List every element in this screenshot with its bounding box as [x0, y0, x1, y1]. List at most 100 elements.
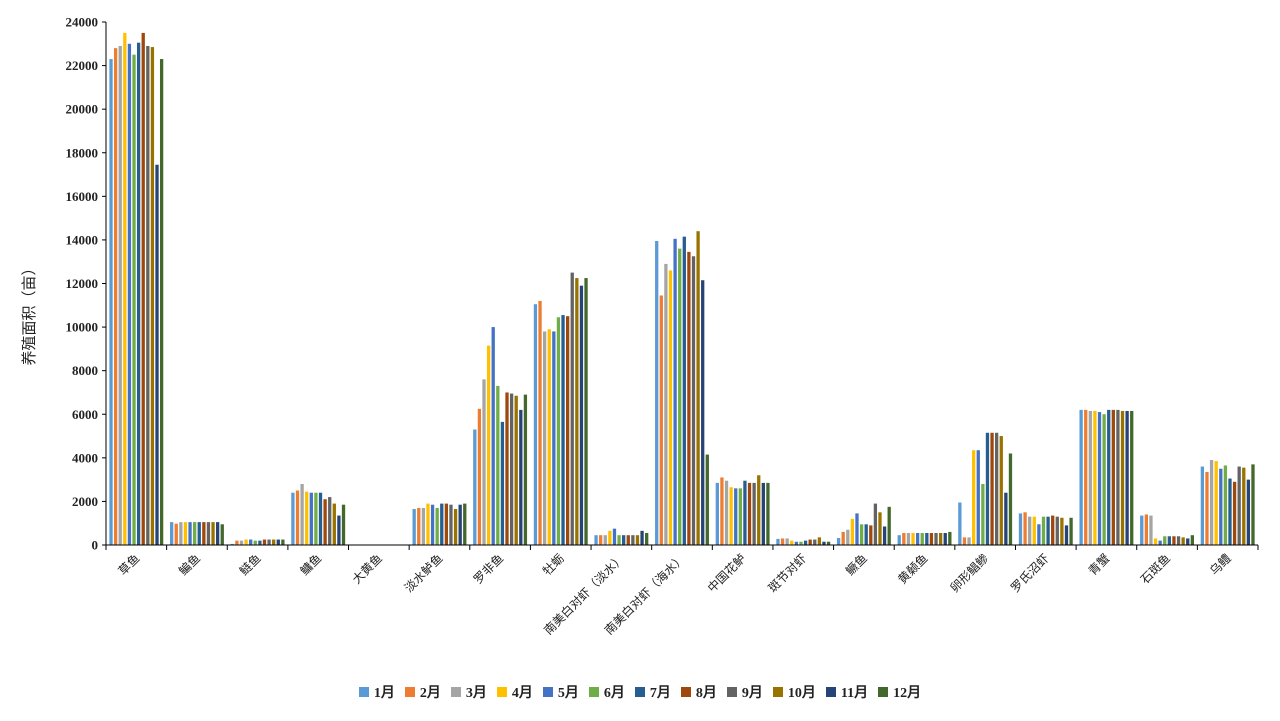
bar: [1018, 513, 1023, 545]
bar: [1097, 412, 1102, 545]
legend-label: 3月: [465, 686, 487, 701]
bar: [188, 522, 192, 545]
bar: [458, 504, 462, 545]
bar: [295, 490, 300, 545]
y-axis-label: 养殖面积（亩）: [20, 260, 38, 365]
bar: [873, 503, 878, 545]
legend-item: 9月: [726, 682, 763, 702]
bar: [594, 535, 598, 545]
bar: [1069, 517, 1073, 545]
bar: [1023, 512, 1027, 545]
bar: [999, 436, 1003, 545]
bar: [1032, 516, 1036, 545]
y-tick-label: 16000: [66, 189, 99, 204]
bar: [948, 531, 952, 545]
legend-swatch: [726, 687, 737, 697]
bar: [990, 432, 994, 545]
legend-item: 2月: [404, 682, 441, 702]
bar: [743, 480, 747, 545]
bar: [668, 270, 673, 545]
bar: [332, 503, 336, 545]
bar: [430, 504, 435, 545]
bar: [720, 477, 724, 545]
bar: [482, 379, 486, 545]
bar: [799, 541, 803, 545]
y-axis: 0 2000 4000 6000 8000 10000 12000 14000 16000 180…: [66, 15, 107, 553]
bar: [995, 432, 999, 545]
bar: [757, 475, 761, 545]
bar: [696, 231, 700, 545]
bar: [855, 513, 859, 545]
legend-swatch: [825, 687, 836, 697]
bar: [664, 263, 668, 545]
bar-chart: 0 2000 4000 6000 8000 10000 12000 14000 16000 180…: [20, 15, 1259, 637]
bar: [902, 533, 906, 545]
bar: [1008, 453, 1013, 545]
bar: [253, 540, 257, 545]
bar: [635, 535, 640, 545]
bar: [655, 241, 659, 545]
x-tick-label: 鳊鱼: [175, 551, 203, 579]
bar: [822, 541, 826, 545]
bar: [323, 499, 327, 545]
bar: [790, 540, 794, 545]
bar: [878, 512, 882, 545]
bar: [426, 503, 430, 545]
bar: [1228, 478, 1232, 545]
bar: [159, 59, 164, 546]
legend-label: 11月: [840, 686, 869, 701]
bar: [925, 533, 929, 545]
bar: [1037, 524, 1041, 545]
bar: [813, 539, 817, 545]
bar: [808, 539, 812, 545]
bar: [678, 248, 682, 545]
bar: [1120, 410, 1125, 545]
y-tick-label: 18000: [66, 145, 99, 160]
bar: [1181, 537, 1185, 545]
x-tick-label: 石斑鱼: [1138, 551, 1173, 586]
bar: [1246, 479, 1251, 546]
bar: [1214, 461, 1218, 545]
bar: [701, 280, 705, 545]
x-tick-label: 斑节对虾: [766, 551, 810, 595]
bar: [603, 535, 607, 545]
legend-label: 12月: [893, 686, 922, 701]
bar: [318, 492, 323, 545]
bar: [887, 506, 891, 545]
x-tick-label: 罗非鱼: [471, 551, 506, 586]
bar: [239, 540, 244, 545]
legend-item: 1月: [358, 682, 395, 702]
legend: 1月 2月 3月 4月 5月 6月 7月 8月 9月 10月 11月 12月: [0, 682, 1280, 702]
bar: [220, 524, 224, 545]
bar: [202, 522, 206, 545]
bar: [1107, 409, 1111, 545]
legend-swatch: [542, 687, 553, 697]
bar: [1093, 410, 1097, 545]
bar: [929, 533, 934, 545]
bar: [1237, 466, 1241, 545]
x-tick-label: 黄颡鱼: [895, 551, 930, 586]
bar: [715, 482, 719, 545]
bar: [473, 429, 477, 545]
legend-item: 8月: [680, 682, 717, 702]
bar: [141, 32, 145, 545]
legend-item: 11月: [825, 682, 869, 702]
x-tick-label: 牡蛎: [539, 551, 567, 579]
bar: [1223, 465, 1228, 545]
bar: [1004, 492, 1008, 545]
bar: [1084, 409, 1088, 545]
bar: [244, 539, 248, 545]
bar: [575, 278, 579, 545]
bar: [523, 394, 528, 545]
bar: [985, 432, 990, 545]
legend-label: 5月: [557, 686, 579, 701]
y-tick-label: 6000: [72, 407, 98, 422]
bar: [309, 492, 313, 545]
bar: [958, 502, 962, 545]
bar: [179, 522, 183, 545]
bar: [612, 528, 617, 545]
legend-label: 4月: [511, 686, 533, 701]
bar: [934, 533, 938, 545]
bar: [724, 480, 729, 545]
